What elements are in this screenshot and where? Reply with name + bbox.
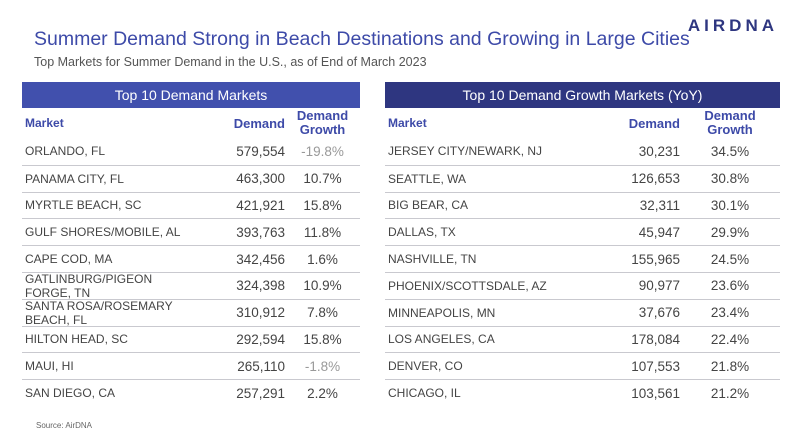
demand-cell: 310,912 xyxy=(236,305,285,321)
growth-cell: 23.6% xyxy=(710,278,750,294)
demand-header: Demand xyxy=(628,115,680,131)
demand-cell: 257,291 xyxy=(236,385,285,401)
growth-cell: 15.8% xyxy=(303,331,342,347)
market-cell: SANTA ROSA/ROSEMARY BEACH, FL xyxy=(25,298,173,327)
table-title: Top 10 Demand Growth Markets (YoY) xyxy=(385,82,780,108)
demand-cell: 393,763 xyxy=(236,224,285,240)
table-row: BIG BEAR, CA 32,311 30.1% xyxy=(385,191,780,219)
demand-cell: 421,921 xyxy=(236,197,285,213)
growth-cell: 30.1% xyxy=(710,197,750,213)
table-row: SEATTLE, WA 126,653 30.8% xyxy=(385,164,780,192)
page-subtitle: Top Markets for Summer Demand in the U.S… xyxy=(34,55,427,69)
market-cell: NASHVILLE, TN xyxy=(388,252,477,267)
demand-cell: 45,947 xyxy=(638,224,680,240)
market-cell: JERSEY CITY/NEWARK, NJ xyxy=(388,144,543,159)
airdna-logo: AIRDNA xyxy=(687,16,778,35)
market-cell: MAUI, HI xyxy=(25,359,74,374)
demand-cell: 579,554 xyxy=(236,143,285,159)
table-row: HILTON HEAD, SC 292,594 15.8% xyxy=(22,325,360,353)
page-title: Summer Demand Strong in Beach Destinatio… xyxy=(34,28,690,50)
market-cell: CHICAGO, IL xyxy=(388,386,461,401)
market-cell: HILTON HEAD, SC xyxy=(25,332,128,347)
growth-cell: 29.9% xyxy=(710,224,750,240)
market-cell: GATLINBURG/PIGEON FORGE, TN xyxy=(25,271,153,300)
market-cell: PHOENIX/SCOTTSDALE, AZ xyxy=(388,278,547,293)
growth-cell: 24.5% xyxy=(710,251,750,267)
table-row: SAN DIEGO, CA 257,291 2.2% xyxy=(22,379,360,406)
growth-cell: 1.6% xyxy=(307,251,338,267)
table-row: GATLINBURG/PIGEON FORGE, TN 324,398 10.9% xyxy=(22,271,360,300)
table-row: CHICAGO, IL 103,561 21.2% xyxy=(385,379,780,406)
demand-cell: 37,676 xyxy=(638,305,680,321)
growth-header: Demand Growth xyxy=(704,108,756,137)
demand-cell: 90,977 xyxy=(638,278,680,294)
growth-cell: 21.2% xyxy=(710,385,750,401)
demand-cell: 265,110 xyxy=(237,358,285,374)
top-growth-markets-table: Top 10 Demand Growth Markets (YoY) Marke… xyxy=(385,82,780,406)
market-cell: SAN DIEGO, CA xyxy=(25,386,116,401)
demand-header: Demand xyxy=(233,115,285,131)
demand-cell: 155,965 xyxy=(631,251,680,267)
growth-cell: 21.8% xyxy=(710,358,750,374)
market-header: Market xyxy=(388,116,427,130)
demand-cell: 342,456 xyxy=(236,251,285,267)
table-title: Top 10 Demand Markets xyxy=(22,82,360,108)
demand-cell: 292,594 xyxy=(236,331,285,347)
growth-cell: 23.4% xyxy=(710,305,750,321)
market-cell: SEATTLE, WA xyxy=(388,171,467,186)
growth-cell: 15.8% xyxy=(303,197,342,213)
growth-cell: 30.8% xyxy=(710,171,750,187)
top-demand-markets-table: Top 10 Demand Markets Market Demand Dema… xyxy=(22,82,360,406)
table-row: JERSEY CITY/NEWARK, NJ 30,231 34.5% xyxy=(385,138,780,165)
market-cell: DALLAS, TX xyxy=(388,225,456,240)
growth-cell: 10.7% xyxy=(303,171,342,187)
market-cell: MYRTLE BEACH, SC xyxy=(25,198,142,213)
market-cell: ORLANDO, FL xyxy=(25,144,106,159)
market-cell: CAPE COD, MA xyxy=(25,252,113,267)
market-cell: GULF SHORES/MOBILE, AL xyxy=(25,225,181,240)
table-row: MAUI, HI 265,110 -1.8% xyxy=(22,352,360,379)
market-header: Market xyxy=(25,116,64,130)
demand-cell: 463,300 xyxy=(236,171,285,187)
growth-cell: -1.8% xyxy=(304,358,341,374)
table-row: CAPE COD, MA 342,456 1.6% xyxy=(22,245,360,272)
market-cell: MINNEAPOLIS, MN xyxy=(388,305,496,320)
growth-cell: 34.5% xyxy=(710,143,750,159)
table-row: MINNEAPOLIS, MN 37,676 23.4% xyxy=(385,298,780,326)
table-row: PANAMA CITY, FL 463,300 10.7% xyxy=(22,164,360,192)
demand-cell: 178,084 xyxy=(631,331,680,347)
demand-cell: 30,231 xyxy=(638,143,680,159)
table-row: ORLANDO, FL 579,554 -19.8% xyxy=(22,138,360,165)
table-row: PHOENIX/SCOTTSDALE, AZ 90,977 23.6% xyxy=(385,271,780,299)
market-cell: BIG BEAR, CA xyxy=(388,198,469,213)
demand-cell: 103,561 xyxy=(631,385,680,401)
growth-cell: 10.9% xyxy=(303,278,342,294)
market-cell: PANAMA CITY, FL xyxy=(25,171,124,186)
growth-cell: 22.4% xyxy=(710,331,750,347)
table-row: SANTA ROSA/ROSEMARY BEACH, FL 310,912 7.8% xyxy=(22,298,360,327)
demand-cell: 107,553 xyxy=(631,358,680,374)
market-cell: DENVER, CO xyxy=(388,359,463,374)
growth-cell: 2.2% xyxy=(307,385,338,401)
table-row: MYRTLE BEACH, SC 421,921 15.8% xyxy=(22,191,360,219)
table-row: NASHVILLE, TN 155,965 24.5% xyxy=(385,245,780,272)
table-header: Market Demand Demand Growth xyxy=(22,108,360,138)
table-row: DENVER, CO 107,553 21.8% xyxy=(385,352,780,379)
table-row: DALLAS, TX 45,947 29.9% xyxy=(385,218,780,245)
demand-cell: 126,653 xyxy=(631,171,680,187)
growth-header: Demand Growth xyxy=(296,108,349,137)
market-cell: LOS ANGELES, CA xyxy=(388,332,495,347)
table-header: Market Demand Demand Growth xyxy=(385,108,780,138)
demand-cell: 32,311 xyxy=(639,197,680,213)
demand-cell: 324,398 xyxy=(236,278,285,294)
growth-cell: 11.8% xyxy=(303,224,342,240)
growth-cell: 7.8% xyxy=(307,305,338,321)
growth-cell: -19.8% xyxy=(301,143,344,159)
source-note: Source: AirDNA xyxy=(36,421,93,430)
table-row: LOS ANGELES, CA 178,084 22.4% xyxy=(385,325,780,353)
table-row: GULF SHORES/MOBILE, AL 393,763 11.8% xyxy=(22,218,360,245)
